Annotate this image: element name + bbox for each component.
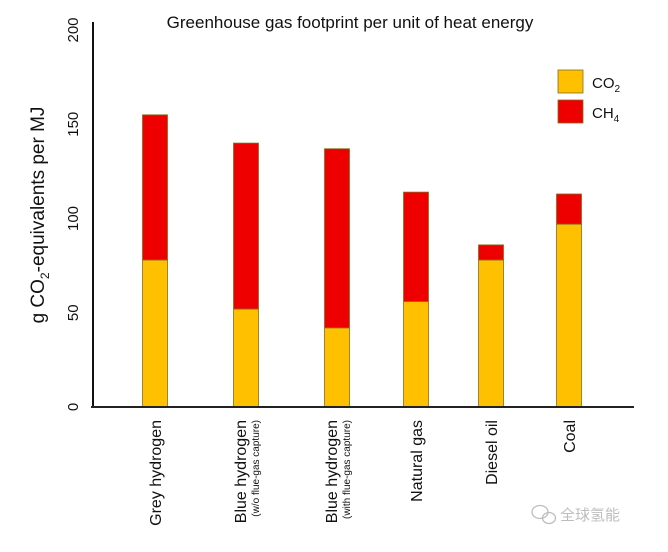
- bar-segment: [324, 327, 350, 408]
- y-tick-label: 50: [65, 304, 82, 321]
- svg-text:Blue hydrogen: Blue hydrogen: [233, 420, 250, 523]
- bar-segment: [233, 142, 259, 310]
- y-tick-label: 100: [65, 206, 82, 231]
- y-tick-label: 150: [65, 112, 82, 137]
- wechat-icon: [531, 504, 557, 525]
- x-tick-label: Blue hydrogen (w/o flue-gas capture): [233, 420, 262, 523]
- bar-segment: [403, 191, 429, 302]
- svg-text:Natural gas: Natural gas: [409, 420, 426, 502]
- bar-segment: [556, 223, 582, 408]
- y-axis-label: g CO2-equivalents per MJ: [28, 107, 52, 324]
- x-tick-label: Diesel oil: [484, 420, 501, 485]
- y-tick-label: 200: [65, 17, 82, 42]
- bar-segment: [142, 259, 168, 408]
- x-tick-label: Blue hydrogen (with flue-gas capture): [324, 420, 353, 523]
- x-tick-label: Grey hydrogen: [148, 420, 165, 526]
- svg-text:Diesel oil: Diesel oil: [484, 420, 501, 485]
- legend-swatch: [557, 99, 584, 124]
- watermark: 全球氢能: [531, 504, 620, 525]
- bar-segment: [142, 114, 168, 261]
- legend-label: CH4: [592, 105, 620, 125]
- x-tick-label: Coal: [562, 420, 579, 453]
- legend-swatch: [557, 69, 584, 94]
- legend-label: CO2: [592, 75, 621, 95]
- svg-text:Blue hydrogen: Blue hydrogen: [324, 420, 341, 523]
- svg-text:g CO2-equivalents per MJ: g CO2-equivalents per MJ: [28, 107, 52, 324]
- svg-text:(w/o flue-gas capture): (w/o flue-gas capture): [251, 420, 262, 517]
- bar-segment: [556, 193, 582, 225]
- chart-title: Greenhouse gas footprint per unit of hea…: [167, 13, 534, 32]
- bar-segment: [324, 148, 350, 329]
- legend: CO2 CH4: [557, 69, 621, 125]
- svg-text:(with flue-gas capture): (with flue-gas capture): [342, 420, 353, 519]
- svg-text:Grey hydrogen: Grey hydrogen: [148, 420, 165, 526]
- svg-text:全球氢能: 全球氢能: [560, 506, 620, 524]
- bar-segment: [233, 308, 259, 408]
- bar-segment: [403, 301, 429, 408]
- bar-segment: [478, 259, 504, 408]
- svg-text:Coal: Coal: [562, 420, 579, 453]
- y-tick-label: 0: [65, 403, 82, 411]
- x-tick-label: Natural gas: [409, 420, 426, 502]
- bar-segment: [478, 244, 504, 261]
